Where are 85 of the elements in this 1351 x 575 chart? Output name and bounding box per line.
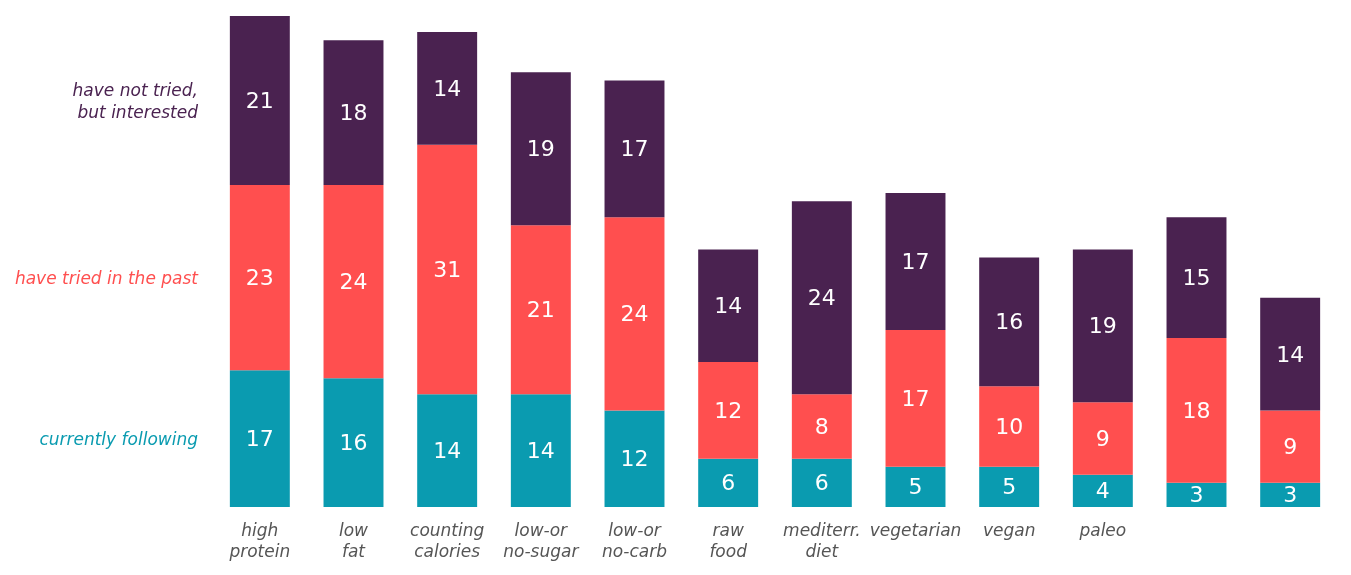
data-label: 17 — [245, 426, 274, 452]
bar — [604, 217, 665, 411]
bar — [1072, 474, 1133, 507]
bar — [791, 458, 852, 507]
bar — [698, 362, 759, 459]
bar — [604, 410, 665, 507]
data-label: 24 — [339, 269, 368, 295]
data-label: 23 — [245, 265, 274, 291]
bar — [510, 225, 571, 395]
data-label: 14 — [526, 438, 555, 464]
data-label: 19 — [1088, 313, 1117, 339]
bar — [323, 185, 384, 379]
data-label: 8 — [814, 414, 829, 440]
bar — [979, 466, 1040, 507]
x-tick-label: low-or no-sugar — [503, 519, 580, 561]
data-label: 21 — [245, 88, 274, 114]
data-label: 24 — [620, 301, 649, 327]
data-label: 19 — [526, 136, 555, 162]
data-label: 24 — [807, 285, 836, 311]
bar — [229, 370, 290, 507]
series-label: currently following — [39, 428, 199, 449]
data-label: 14 — [1276, 341, 1305, 367]
bar — [1260, 482, 1321, 507]
bar — [417, 32, 478, 145]
bar — [698, 249, 759, 363]
data-label: 3 — [1189, 482, 1204, 508]
data-label: 4 — [1095, 478, 1110, 504]
data-label: 17 — [620, 136, 649, 162]
bar — [229, 16, 290, 186]
x-tick-label: paleo — [1078, 519, 1127, 540]
data-label: 6 — [814, 470, 829, 496]
bar — [1166, 337, 1227, 483]
data-label: 12 — [714, 397, 743, 423]
bar — [229, 185, 290, 371]
bar — [1260, 410, 1321, 483]
bar — [979, 257, 1040, 387]
x-tick-label: mediterr. diet — [783, 519, 861, 561]
data-label: 3 — [1283, 482, 1298, 508]
bar — [885, 466, 946, 507]
bar — [1166, 482, 1227, 507]
bar — [604, 80, 665, 218]
x-tick-label: high protein — [228, 519, 291, 561]
series-label: have tried in the past — [14, 267, 200, 288]
data-label: 10 — [995, 414, 1024, 440]
data-label: 14 — [714, 293, 743, 319]
data-label: 18 — [339, 100, 368, 126]
data-label: 9 — [1283, 434, 1298, 460]
data-label: 17 — [901, 385, 930, 411]
series-label: have not tried, but interested — [72, 79, 199, 122]
bar — [1166, 217, 1227, 338]
bar — [698, 458, 759, 507]
bar — [323, 378, 384, 507]
data-label: 18 — [1182, 397, 1211, 423]
data-label: 15 — [1182, 265, 1211, 291]
bar — [979, 386, 1040, 467]
data-label: 16 — [339, 430, 368, 456]
x-tick-label: counting calories — [410, 519, 485, 561]
bar — [885, 329, 946, 467]
data-label: 5 — [1002, 474, 1017, 500]
data-label: 9 — [1095, 426, 1110, 452]
bar — [417, 394, 478, 507]
bar — [791, 394, 852, 459]
data-label: 17 — [901, 249, 930, 274]
x-tick-label: low fat — [338, 519, 369, 561]
bar — [791, 201, 852, 395]
bar — [417, 144, 478, 395]
bar — [1260, 297, 1321, 411]
x-tick-label: raw food — [709, 519, 748, 561]
x-tick-label: vegetarian — [869, 519, 962, 540]
bar — [885, 193, 946, 330]
data-label: 14 — [433, 438, 462, 464]
bar — [1072, 249, 1133, 403]
x-tick-label: vegan — [982, 519, 1036, 540]
data-label: 6 — [721, 470, 736, 496]
bar — [1072, 402, 1133, 475]
data-label: 5 — [908, 474, 923, 500]
bar — [323, 40, 384, 186]
data-label: 14 — [433, 75, 462, 101]
data-label: 16 — [995, 309, 1024, 335]
data-label: 12 — [620, 446, 649, 472]
data-label: 31 — [433, 257, 462, 283]
data-label: 21 — [526, 297, 555, 323]
x-tick-label: low-or no-carb — [602, 519, 667, 561]
bar — [510, 72, 571, 226]
bar — [510, 394, 571, 507]
